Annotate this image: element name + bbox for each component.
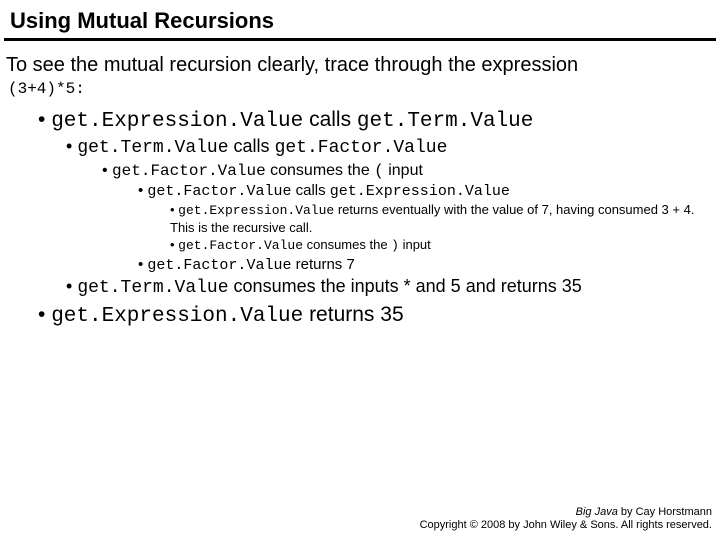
bullet-level-2: get.Term.Value consumes the inputs * and… [10, 275, 710, 300]
book-title: Big Java [576, 506, 618, 518]
plain-text: input [384, 162, 423, 179]
code-text: get.Factor.Value [112, 162, 266, 180]
trace-content: get.Expression.Value calls get.Term.Valu… [0, 106, 720, 330]
plain-text: consumes the [266, 162, 375, 179]
code-text: get.Term.Value [77, 278, 228, 298]
code-text: ( [374, 162, 384, 180]
plain-text: returns 7 [291, 256, 354, 273]
title-rule [4, 38, 716, 41]
author-text: by Cay Horstmann [618, 506, 712, 518]
footer-line-1: Big Java by Cay Horstmann [420, 506, 712, 519]
bullet-level-1: get.Expression.Value calls get.Term.Valu… [10, 106, 710, 135]
bullet-level-4: get.Factor.Value calls get.Expression.Va… [10, 181, 710, 202]
code-text: get.Expression.Value [178, 203, 334, 218]
bullet-level-4: get.Factor.Value returns 7 [10, 255, 710, 276]
code-text: get.Expression.Value [51, 110, 303, 133]
plain-text: calls [291, 182, 329, 199]
code-text: get.Factor.Value [147, 257, 291, 274]
code-text: get.Factor.Value [178, 238, 303, 253]
code-text: get.Term.Value [77, 138, 228, 158]
bullet-level-3: get.Factor.Value consumes the ( input [10, 161, 710, 182]
slide-title: Using Mutual Recursions [0, 0, 720, 38]
plain-text: consumes the inputs * and 5 and returns … [229, 276, 582, 296]
intro-text: To see the mutual recursion clearly, tra… [0, 53, 720, 78]
plain-text: calls [303, 108, 357, 131]
bullet-level-5: get.Expression.Value returns eventually … [10, 202, 710, 237]
code-text: get.Expression.Value [330, 183, 510, 200]
code-text: ) [391, 238, 399, 253]
code-text: get.Factor.Value [147, 183, 291, 200]
bullet-level-5: get.Factor.Value consumes the ) input [10, 237, 710, 255]
bullet-level-1: get.Expression.Value returns 35 [10, 301, 710, 330]
plain-text: calls [229, 136, 275, 156]
plain-text: consumes the [303, 237, 391, 252]
code-text: get.Term.Value [357, 110, 533, 133]
expression-literal: (3+4)*5: [0, 78, 720, 106]
footer-copyright: Copyright © 2008 by John Wiley & Sons. A… [420, 519, 712, 532]
code-text: get.Factor.Value [275, 138, 448, 158]
plain-text: input [399, 237, 431, 252]
code-text: get.Expression.Value [51, 305, 303, 328]
bullet-level-2: get.Term.Value calls get.Factor.Value [10, 135, 710, 160]
footer: Big Java by Cay Horstmann Copyright © 20… [420, 506, 712, 532]
plain-text: returns 35 [303, 303, 403, 326]
